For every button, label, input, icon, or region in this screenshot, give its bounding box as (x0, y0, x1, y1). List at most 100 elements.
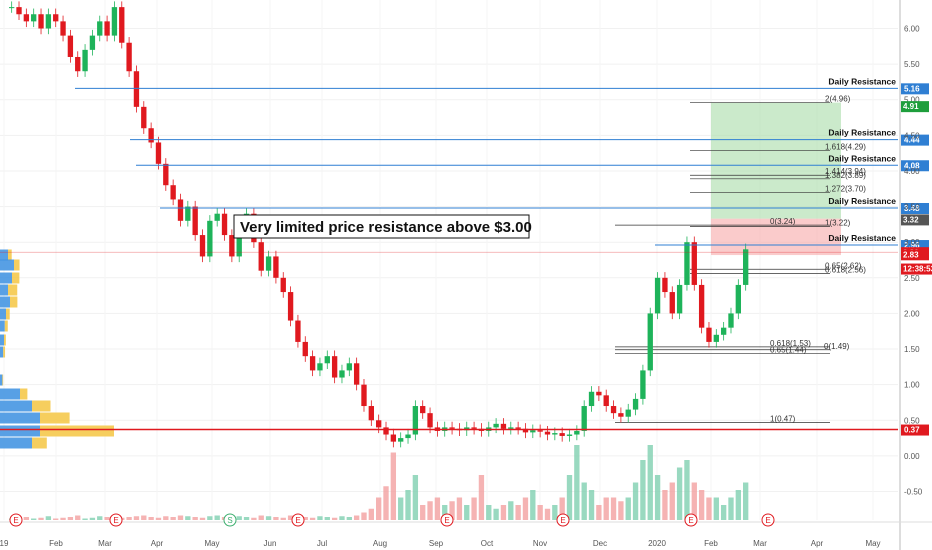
volume-bar (251, 517, 257, 520)
candle-body (684, 242, 690, 285)
profile-bar-down (4, 334, 6, 346)
candle-body (229, 235, 235, 257)
candle-body (177, 199, 184, 221)
profile-bar-up (0, 346, 4, 358)
candle-body (170, 185, 176, 200)
fib-label: 0.65(2.62) (825, 261, 862, 270)
position-box (711, 102, 841, 256)
profile-bar-down (6, 308, 10, 320)
candle-body (353, 363, 360, 385)
x-tick-label: Apr (151, 539, 164, 548)
x-tick-label: Jun (264, 539, 277, 548)
candle-body (148, 128, 154, 143)
volume-bar (390, 452, 397, 520)
volume-bar (471, 497, 477, 520)
profile-bar-up (0, 308, 6, 320)
candle-body (581, 406, 587, 431)
y-tick-label: 2.50 (904, 274, 920, 283)
annotation-text: Very limited price resistance above $3.0… (240, 219, 532, 236)
x-tick-label: 19 (0, 539, 9, 548)
volume-bar (361, 512, 367, 520)
resistance-badge (901, 83, 929, 95)
volume-bar (647, 445, 653, 520)
volume-bar (662, 490, 668, 520)
candle-body (280, 277, 286, 293)
volume-bar (177, 515, 184, 520)
candle-body (713, 334, 719, 342)
volume-bar (698, 490, 705, 520)
volume-bar (148, 517, 154, 520)
volume-bar (412, 475, 419, 520)
candle-body (449, 427, 455, 429)
resistance-label: Daily Resistance (828, 128, 896, 138)
volume-bar (207, 516, 213, 520)
volume-bar (331, 517, 338, 520)
resistance-badge-text: 2.96 (904, 241, 920, 250)
candle-body (133, 71, 140, 107)
candle-body (559, 433, 565, 436)
volume-bar (544, 508, 551, 520)
y-tick-label: 1.50 (904, 345, 920, 354)
resistance-badge (901, 240, 929, 252)
candle-body (552, 433, 558, 435)
volume-bar (265, 516, 272, 520)
candle-body (618, 413, 624, 417)
candle-body (522, 428, 529, 433)
volume-bar (640, 460, 646, 520)
candle-body (603, 395, 609, 407)
price-badge (901, 214, 929, 226)
candle-body (383, 427, 389, 435)
x-tick-label: Apr (811, 539, 824, 548)
volume-bar (214, 515, 220, 520)
volume-bar (434, 497, 441, 520)
volume-bar (537, 505, 543, 520)
volume-bar (353, 515, 360, 520)
profile-bar-up (0, 284, 8, 296)
event-marker (291, 513, 305, 527)
resistance-badge-text: 5.16 (904, 84, 920, 93)
volume-bar (574, 445, 580, 520)
candle-body (295, 320, 301, 342)
candle-body (720, 327, 727, 335)
candle-body (743, 249, 749, 285)
time-axis[interactable]: 19 Feb Mar Apr May Jun Jul Aug Sep Oct Nov Dec 2020 F… (0, 521, 932, 548)
volume-bar (89, 517, 96, 520)
volume-bar (530, 490, 536, 520)
y-tick-label: 5.50 (904, 60, 920, 69)
candle-body (31, 14, 37, 22)
volume-bar (654, 475, 661, 520)
candle-body (89, 35, 96, 50)
y-tick-label: 0.50 (904, 416, 920, 425)
volume-bar (449, 501, 455, 520)
candle-body (530, 430, 536, 433)
x-tick-label: May (204, 539, 219, 548)
volume-bar (273, 517, 279, 520)
volume-bar (383, 486, 389, 520)
fib-label: 0.618(1.53) (770, 339, 811, 348)
volume-profile (0, 249, 114, 449)
volume-bar (398, 497, 404, 520)
price-axis[interactable]: 6.00 5.50 5.00 4.50 4.00 3.50 3.00 2.50 2.00 1.50… (899, 0, 932, 550)
profile-bar-up (0, 296, 10, 308)
profile-bar-down (20, 388, 28, 400)
volume-bar (566, 475, 573, 520)
candle-body (67, 35, 74, 57)
volume-bar (464, 505, 470, 520)
event-marker (684, 513, 698, 527)
fib-label: 0.65(1.44) (770, 345, 807, 354)
candle-body (588, 391, 595, 407)
price-badge-text: 4.91 (903, 102, 919, 111)
price-badge-text: 2.83 (903, 250, 919, 259)
fib-label: 1.382(3.89) (825, 171, 866, 180)
volume-bar (515, 505, 521, 520)
fib-label: 1.618(4.29) (825, 142, 866, 151)
candle-body (192, 206, 198, 236)
event-marker-label: E (688, 516, 693, 525)
profile-bar-down (12, 272, 20, 284)
volume-bar (728, 497, 734, 520)
candle-body (647, 313, 653, 371)
profile-bar-down (40, 425, 114, 437)
candle-body (236, 227, 242, 257)
